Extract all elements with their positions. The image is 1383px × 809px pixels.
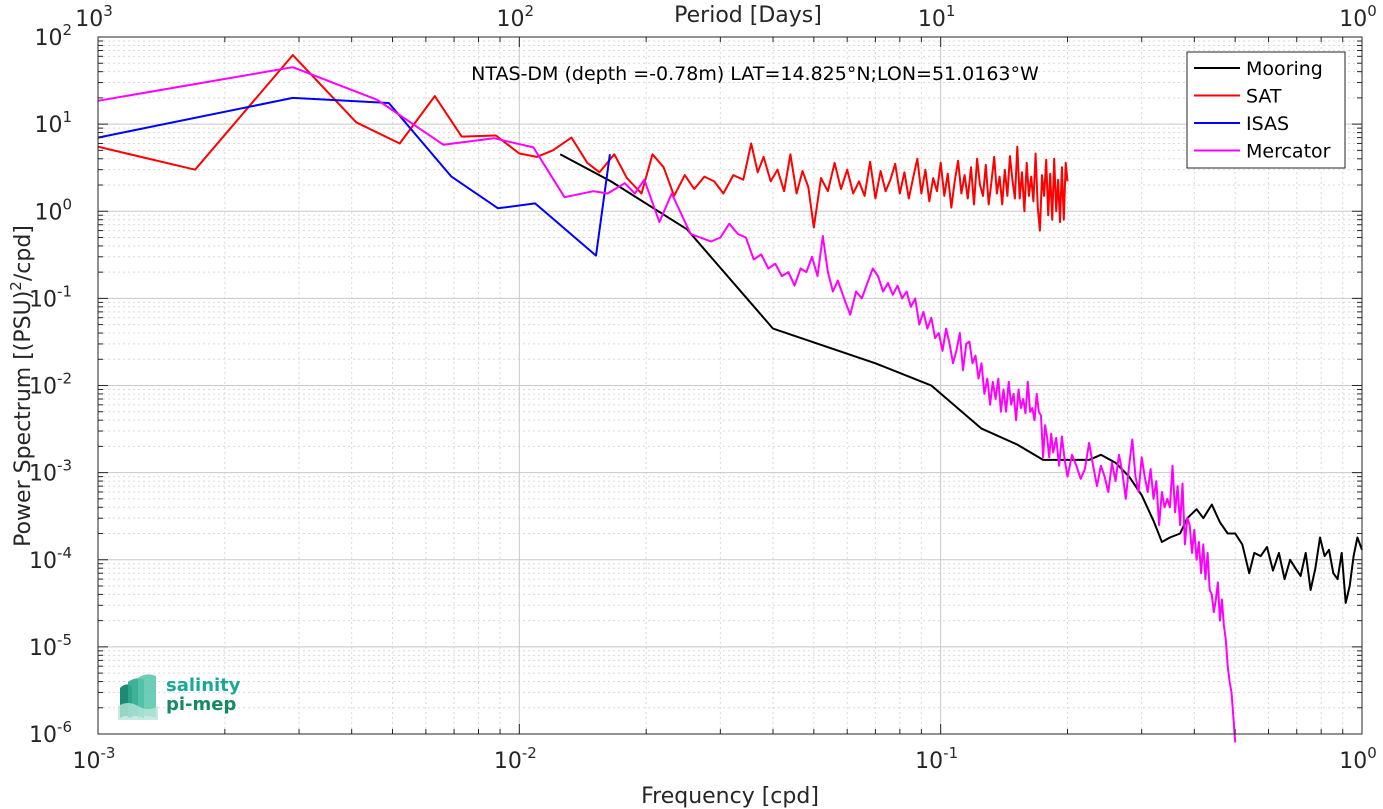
- y-tick-label-exponent: -5: [57, 631, 72, 649]
- top-tick-label-exponent: 1: [946, 2, 956, 20]
- logo-waves-icon: [118, 674, 158, 720]
- y-tick-label-base: 10: [29, 462, 57, 487]
- y-tick-label: 10-6: [29, 718, 72, 748]
- y-tick-label-exponent: -3: [57, 457, 72, 475]
- series-line-isas: [97, 96, 611, 257]
- top-tick-label-exponent: 2: [525, 2, 535, 20]
- x-tick-label: 10-1: [915, 744, 958, 774]
- y-tick-label-exponent: -1: [57, 282, 72, 300]
- series-line-sat: [97, 54, 1069, 232]
- x-tick-label-base: 10: [915, 749, 943, 774]
- y-tick-label-exponent: 1: [62, 108, 72, 126]
- y-tick-label: 10-4: [29, 544, 72, 574]
- legend-label-isas: ISAS: [1246, 113, 1289, 135]
- y-axis-title-tail: /cpd]: [11, 225, 36, 281]
- x-tick-label: 10-3: [73, 744, 116, 774]
- y-axis-title-sup: 2: [7, 281, 25, 291]
- y-tick-label-exponent: -4: [57, 544, 72, 562]
- y-tick-label: 10-1: [29, 282, 72, 312]
- y-tick-label-base: 10: [34, 113, 62, 138]
- x-tick-label: 100: [1339, 744, 1377, 774]
- y-tick-label-exponent: 0: [62, 195, 72, 213]
- series-line-mercator: [97, 66, 1237, 743]
- y-tick-label-base: 10: [29, 287, 57, 312]
- top-tick-label: 100: [1339, 2, 1377, 32]
- x-tick-label-base: 10: [1339, 749, 1367, 774]
- y-tick-label: 102: [34, 21, 72, 51]
- top-tick-label: 102: [497, 2, 535, 32]
- top-tick-label-base: 10: [497, 7, 525, 32]
- top-tick-label-base: 10: [918, 7, 946, 32]
- legend: Mooring SAT ISAS Mercator: [1186, 51, 1346, 169]
- x-tick-label-exponent: -3: [101, 744, 116, 762]
- top-tick-label-base: 10: [1339, 7, 1367, 32]
- y-tick-label-base: 10: [34, 26, 62, 51]
- y-tick-label-base: 10: [29, 723, 57, 748]
- y-tick-label-exponent: 2: [62, 21, 72, 39]
- y-tick-label-exponent: -6: [57, 718, 72, 736]
- series-layer: [97, 54, 1363, 743]
- x-axis-title: Frequency [cpd]: [641, 784, 819, 809]
- x-tick-label-exponent: 0: [1367, 744, 1377, 762]
- x-tick-labels: 10-3 10-2 10-1 100: [73, 744, 1377, 774]
- y-tick-label: 10-5: [29, 631, 72, 661]
- top-tick-label-exponent: 0: [1367, 2, 1377, 20]
- series-line-mooring: [559, 153, 1363, 604]
- legend-items: Mooring SAT ISAS Mercator: [1194, 58, 1331, 163]
- y-tick-label-base: 10: [29, 375, 57, 400]
- y-tick-label: 10-2: [29, 370, 72, 400]
- legend-box: [1186, 51, 1346, 169]
- y-axis-title: Power Spectrum [(PSU)2/cpd]: [7, 225, 36, 547]
- top-tick-labels: 103 102 101 100: [75, 2, 1377, 32]
- minor-grid: [98, 37, 1362, 734]
- logo-line-1: salinity: [166, 675, 241, 696]
- legend-label-mercator: Mercator: [1246, 141, 1331, 163]
- x-tick-label-exponent: -1: [943, 744, 958, 762]
- y-tick-label-base: 10: [34, 200, 62, 225]
- y-tick-label: 101: [34, 108, 72, 138]
- y-axis-title-main: Power Spectrum [(PSU): [11, 291, 36, 547]
- top-tick-label-exponent: 3: [103, 2, 113, 20]
- logo-line-2: pi-mep: [166, 694, 237, 715]
- top-tick-label: 103: [75, 2, 113, 32]
- legend-label-sat: SAT: [1246, 86, 1282, 108]
- legend-label-mooring: Mooring: [1246, 58, 1323, 80]
- y-tick-label: 10-3: [29, 457, 72, 487]
- salinity-pi-mep-logo: salinity pi-mep: [116, 672, 246, 724]
- top-tick-label: 101: [918, 2, 956, 32]
- chart-title: NTAS-DM (depth =-0.78m) LAT=14.825°N;LON…: [471, 63, 1039, 85]
- x-tick-label: 10-2: [494, 744, 537, 774]
- top-axis-title: Period [Days]: [674, 3, 822, 28]
- x-tick-label-exponent: -2: [522, 744, 537, 762]
- y-tick-label: 100: [34, 195, 72, 225]
- y-tick-label-base: 10: [29, 636, 57, 661]
- y-tick-label-base: 10: [29, 549, 57, 574]
- x-tick-label-base: 10: [494, 749, 522, 774]
- tick-marks: [97, 36, 1363, 735]
- y-tick-label-exponent: -2: [57, 370, 72, 388]
- x-tick-label-base: 10: [73, 749, 101, 774]
- top-tick-label-base: 10: [75, 7, 103, 32]
